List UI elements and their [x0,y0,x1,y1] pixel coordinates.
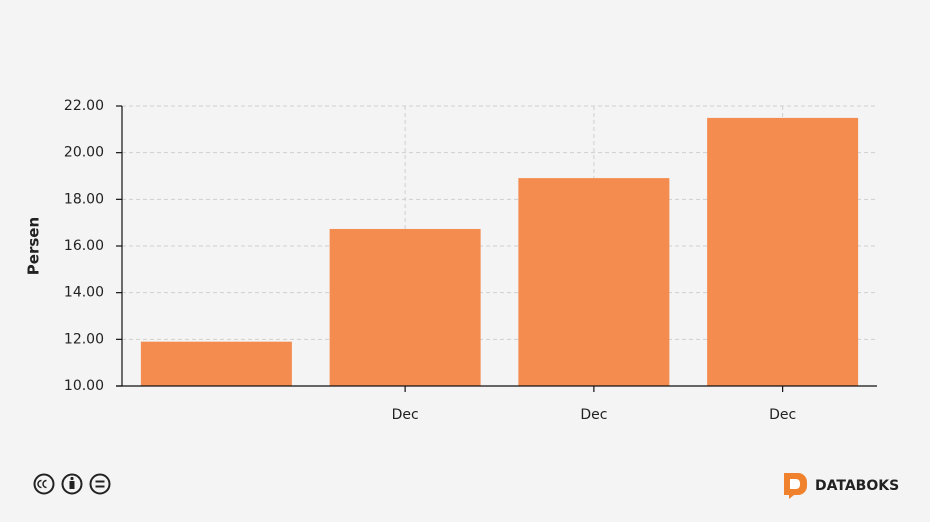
brand-logo [784,473,807,499]
y-tick-label: 12.00 [64,331,104,347]
x-tick-label: Dec [392,407,419,423]
x-tick-label: Dec [580,407,607,423]
bar [518,178,670,386]
bar [707,117,859,387]
bar [329,228,481,386]
bar [140,341,292,386]
y-tick-label: 18.00 [64,191,104,207]
license-icons [33,473,111,495]
y-tick-label: 14.00 [64,285,104,301]
x-tick-label: Dec [769,407,796,423]
y-tick-label: 22.00 [64,98,104,114]
brand-name: DATABOKS [815,478,899,494]
y-tick-label: 16.00 [64,238,104,254]
y-tick-label: 20.00 [64,145,104,161]
y-tick-label: 10.00 [64,378,104,394]
y-axis-title: Persen [25,217,43,275]
